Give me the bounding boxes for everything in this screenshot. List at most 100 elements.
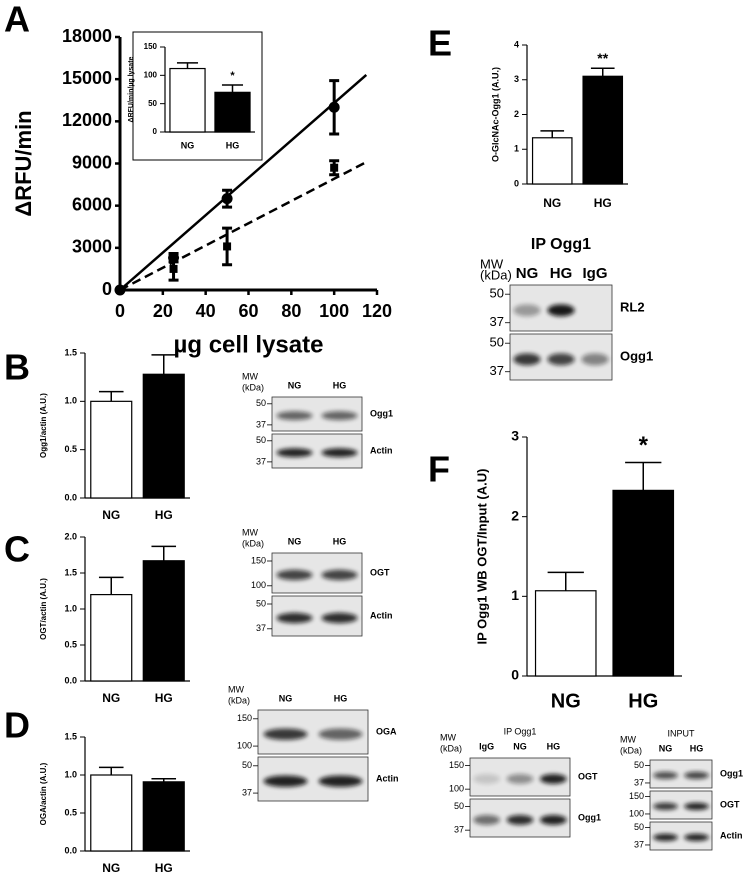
mw-marker: 100 (449, 784, 464, 794)
band (473, 773, 500, 784)
strip-label: Actin (720, 830, 743, 840)
x-tick-label: HG (155, 508, 173, 522)
mw-marker: 50 (256, 435, 266, 445)
data-point (221, 193, 233, 205)
significance: ** (597, 50, 608, 66)
lane-label: HG (334, 693, 348, 703)
error-bar (98, 390, 124, 402)
band (540, 773, 567, 784)
bar (142, 781, 185, 852)
band (653, 771, 678, 780)
fit-line (119, 74, 368, 291)
band (321, 612, 358, 624)
strip-label: OGT (720, 799, 740, 809)
y-axis-label: ΔRFU/min (11, 110, 36, 216)
lane-label: NG (516, 265, 539, 282)
error-bar (151, 545, 177, 561)
error-bar (625, 461, 662, 491)
y-axis-label: IP Ogg1 WB OGT/Input (A.U) (474, 469, 489, 645)
lane-label: IgG (479, 741, 494, 751)
error-bar (176, 62, 199, 69)
x-tick-label: HG (628, 690, 658, 712)
x-axis-label: µg cell lysate (174, 331, 324, 358)
y-tick-label: 0 (511, 667, 519, 683)
data-point (116, 286, 124, 294)
y-tick-label: 1.5 (64, 567, 77, 577)
strip-label: RL2 (620, 299, 645, 314)
bar (582, 75, 624, 185)
panel-label: A (4, 0, 30, 40)
blot-title: IP Ogg1 (504, 726, 537, 736)
x-tick-label: HG (155, 861, 173, 874)
band (276, 612, 313, 624)
lane-label: NG (279, 693, 293, 703)
mw-marker: 37 (256, 419, 266, 429)
band (540, 814, 567, 825)
band (321, 411, 358, 421)
lane-label: HG (333, 536, 347, 546)
y-tick-label: 0.0 (64, 845, 77, 855)
panel-label: E (428, 23, 452, 64)
y-tick-label: 2 (511, 507, 519, 523)
y-tick-label: 3000 (72, 237, 112, 257)
band (506, 773, 534, 784)
error-bar (540, 130, 565, 138)
significance: * (230, 70, 235, 82)
y-axis-label: ΔRFU/min/µg lysate (128, 56, 135, 122)
error-bar (98, 766, 124, 775)
blot-title: IP Ogg1 (531, 236, 591, 253)
fit-line (119, 160, 367, 292)
band (276, 448, 313, 458)
error-bar (221, 84, 244, 93)
x-tick-label: NG (181, 140, 195, 150)
bar (90, 774, 133, 852)
band (263, 728, 308, 740)
band (684, 833, 709, 842)
y-tick-label: 1.0 (64, 396, 77, 406)
bar (531, 137, 573, 185)
y-tick-label: 6000 (72, 194, 112, 214)
strip-label: Actin (370, 445, 393, 455)
error-bar (590, 67, 615, 77)
mw-header: MW (228, 684, 244, 694)
mw-header: MW (242, 371, 258, 381)
mw-header: MW (440, 732, 456, 742)
mw-marker: 150 (251, 555, 266, 565)
mw-marker: 37 (454, 825, 464, 835)
band (318, 775, 363, 787)
mw-header: (kDa) (228, 695, 250, 705)
y-tick-label: 1 (511, 587, 519, 603)
y-tick-label: 50 (148, 99, 157, 108)
band (321, 448, 358, 458)
significance: * (639, 432, 649, 459)
mw-marker: 37 (490, 363, 504, 378)
mw-marker: 150 (237, 713, 252, 723)
x-tick-label: NG (551, 690, 581, 712)
mw-marker: 50 (256, 398, 266, 408)
y-tick-label: 150 (144, 42, 158, 51)
error-bar (98, 576, 124, 595)
mw-marker: 37 (490, 314, 504, 329)
bar (142, 560, 185, 682)
bar (142, 373, 185, 499)
mw-header: (kDa) (242, 538, 264, 548)
panel-label: B (4, 347, 30, 388)
y-tick-label: 2 (514, 109, 519, 119)
band (513, 353, 541, 366)
y-axis-label: OGA/actin (A.U.) (39, 762, 48, 825)
strip-label: Ogg1 (720, 768, 743, 778)
mw-marker: 50 (490, 286, 504, 301)
y-tick-label: 3 (511, 428, 519, 444)
mw-header: (kDa) (620, 745, 642, 755)
mw-marker: 37 (634, 839, 644, 849)
y-tick-label: 100 (144, 70, 158, 79)
y-tick-label: 3 (514, 74, 519, 84)
x-tick-label: 40 (196, 301, 216, 321)
y-tick-label: 0.0 (64, 675, 77, 685)
band (263, 775, 308, 787)
error-bar (151, 354, 177, 375)
lane-label: NG (288, 380, 302, 390)
mw-header: (kDa) (480, 267, 512, 282)
band (547, 353, 575, 366)
y-axis-label: Ogg1/actin (A.U.) (39, 393, 48, 458)
